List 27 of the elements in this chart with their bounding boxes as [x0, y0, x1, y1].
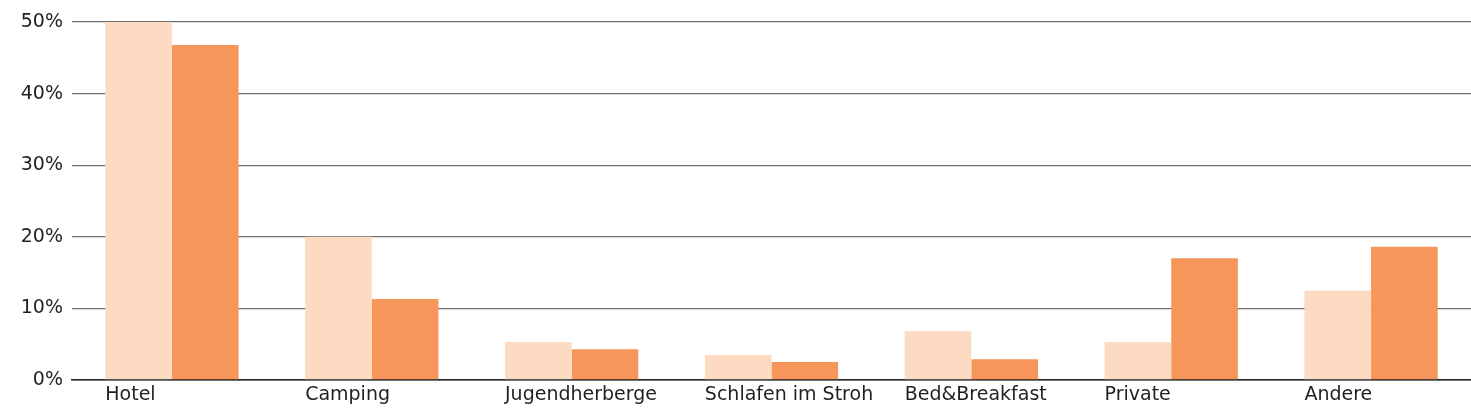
bar — [571, 349, 639, 380]
y-tick-label: 0% — [32, 366, 63, 389]
x-tick-label: Jugendherberge — [503, 382, 658, 405]
bar — [1104, 342, 1172, 380]
x-tick-label: Bed&Breakfast — [904, 382, 1047, 405]
bar — [504, 342, 572, 380]
bar — [105, 22, 172, 380]
bar — [1171, 258, 1238, 380]
bar — [171, 44, 239, 380]
y-tick-label: 40% — [20, 80, 63, 103]
y-tick-label: 20% — [20, 223, 63, 246]
bar — [1371, 246, 1438, 380]
bar — [305, 236, 372, 380]
bar — [371, 299, 439, 380]
bar — [704, 354, 772, 380]
x-tick-label: Camping — [305, 382, 391, 405]
x-tick-label: Hotel — [105, 382, 156, 405]
bar — [904, 331, 972, 380]
y-tick-label: 30% — [20, 152, 63, 175]
bar — [1304, 290, 1372, 380]
x-tick-label: Private — [1104, 382, 1171, 405]
y-tick-label: 10% — [20, 295, 63, 318]
bar — [771, 362, 839, 380]
x-tick-label: Schlafen im Stroh — [704, 382, 874, 405]
x-tick-label: Andere — [1304, 382, 1373, 405]
y-tick-label: 50% — [20, 8, 63, 31]
bar — [971, 359, 1039, 380]
